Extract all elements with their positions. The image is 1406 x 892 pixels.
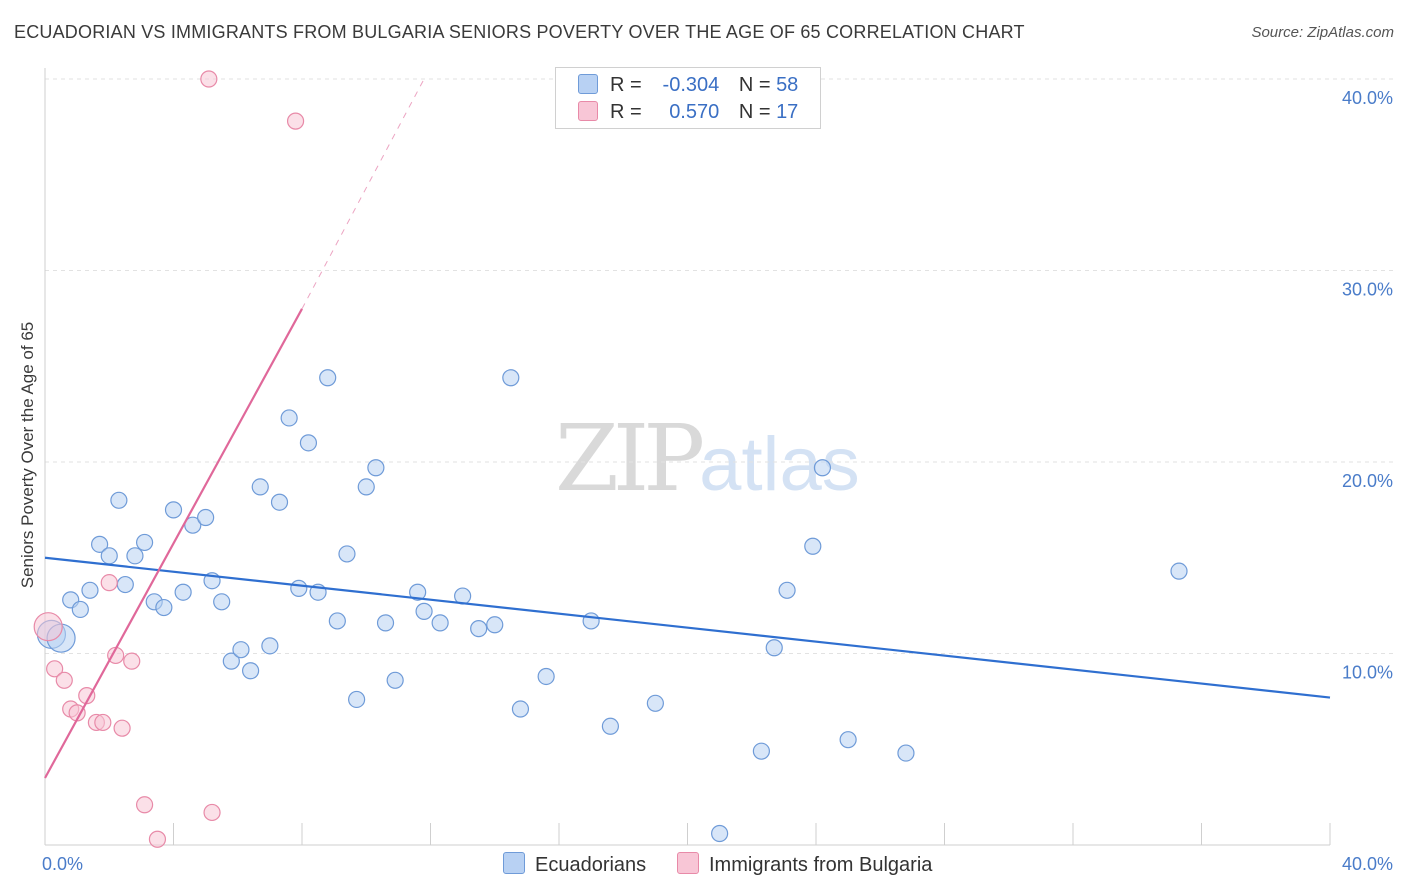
legend-swatch-pink [578,101,598,121]
bulgaria-point [94,713,112,732]
legend-swatch-blue [578,74,598,94]
legend-r-value: -0.304 [662,74,720,96]
ecuadorian-point [765,639,783,657]
legend-r-label: R = [610,74,642,96]
ecuadorian-point [110,491,128,509]
ecuadorian-point [270,493,289,511]
ecuadorian-point [100,547,118,565]
ecuadorian-point [81,581,99,599]
source-label: Source: ZipAtlas.com [1251,24,1394,41]
ecuadorian-point [582,612,600,630]
ecuadorian-point [376,614,395,632]
ecuadorian-point [711,824,729,843]
y-tick-label: 20.0% [1342,471,1393,491]
ecuadorian-point [164,501,183,519]
series-swatch-pink [677,852,699,874]
ecuadorian-point [813,459,832,477]
bulgaria-point [55,671,73,689]
bulgaria-point [286,112,305,130]
y-tick-label: 40.0% [1342,88,1393,108]
ecuadorian-point [91,535,109,553]
legend-r-label: R = [610,101,642,123]
ecuadorian-point [502,369,520,387]
correlation-legend: R = -0.304 N = 58 R = 0.570 N = 17 [555,67,821,129]
ecuadorian-point [537,667,555,686]
legend-r-value: 0.570 [669,101,720,123]
bulgaria-point [135,796,154,814]
ecuadorian-point [135,533,154,552]
series-name: Immigrants from Bulgaria [709,854,933,876]
ecuadorian-point [778,581,796,599]
ecuadorian-point [155,598,173,617]
series-swatch-blue [503,852,525,874]
bulgaria-point [200,70,218,88]
ecuadorian-point [242,662,260,680]
ecuadorian-point [1170,562,1188,580]
x-tick-label: 40.0% [1342,854,1393,874]
bulgaria-point [123,652,141,670]
ecuadorian-point [126,547,144,565]
ecuadorian-point [601,717,620,735]
ecuadorian-point [839,731,857,749]
ecuadorian-point [174,583,192,601]
watermark-zip: ZIP [555,405,705,512]
ecuadorian-point [184,516,202,534]
bulgaria-point [148,830,167,848]
chart-title: ECUADORIAN VS IMMIGRANTS FROM BULGARIA S… [14,22,1025,42]
ecuadorian-point [357,478,375,496]
ecuadorian-point [222,652,240,670]
ecuadorian-point [348,690,366,709]
series-legend: Ecuadorians Immigrants from Bulgaria [0,852,1406,878]
ecuadorian-point [290,579,308,597]
bulgaria-trend-line [44,308,303,779]
y-tick-label: 30.0% [1342,280,1393,300]
ecuadorian-point [299,434,318,452]
watermark-atlas: atlas [699,422,860,507]
ecuadorian-point [470,620,488,638]
ecuadorian-point [804,537,822,555]
ecuadorian-point [386,671,404,689]
bulgaria-point [100,574,118,592]
ecuadorian-point [232,641,250,659]
y-tick-label: 10.0% [1342,663,1393,683]
legend-n-label: N = [738,101,771,123]
series-name: Ecuadorians [535,854,647,876]
ecuadorian-trend-line [44,556,1331,699]
ecuadorian-point [328,612,346,630]
legend-row-ecuadorians: R = -0.304 N = 58 [578,74,798,100]
legend-n-value: 17 [776,101,799,123]
ecuadorian-point [415,602,433,620]
ecuadorian-point [213,593,231,611]
bulgaria-point [46,660,64,678]
ecuadorian-point [897,744,915,762]
ecuadorian-point [280,409,298,427]
series-legend-ecuadorians: Ecuadorians [503,852,646,877]
ecuadorian-point [431,614,449,632]
watermark: ZIPatlas [555,405,860,512]
bulgaria-point [33,612,63,642]
legend-n-label: N = [738,74,771,96]
ecuadorian-point [646,694,664,712]
series-legend-bulgaria: Immigrants from Bulgaria [677,852,932,877]
ecuadorian-point [367,459,385,477]
bulgaria-trend-extension [301,78,425,310]
ecuadorian-point [116,575,134,594]
legend-n-value: 58 [776,74,799,96]
ecuadorian-point [511,700,530,718]
ecuadorian-point [197,508,215,527]
bulgaria-point [113,719,131,737]
x-tick-label: 0.0% [42,854,83,874]
ecuadorian-point [752,742,770,760]
ecuadorian-point [338,545,356,563]
ecuadorian-point [486,616,504,634]
ecuadorian-point [71,600,89,619]
bulgaria-point [203,803,221,822]
ecuadorian-point [261,637,279,655]
legend-row-bulgaria: R = 0.570 N = 17 [578,101,798,127]
ecuadorian-point [409,583,427,601]
ecuadorian-point [251,478,269,496]
ecuadorian-point [319,369,337,387]
